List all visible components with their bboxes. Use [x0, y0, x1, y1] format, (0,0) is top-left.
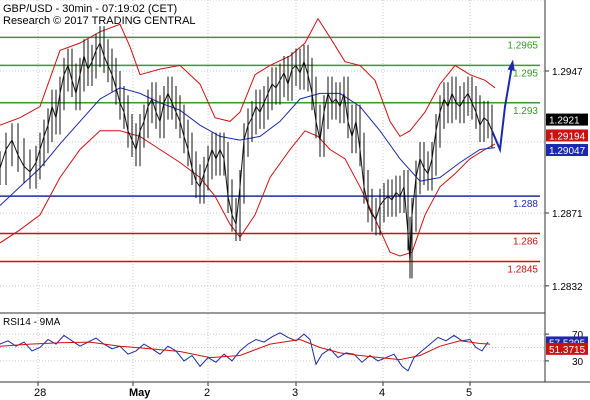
rsi-ma-line — [0, 338, 491, 361]
y-tick-label: 1.2947 — [552, 67, 583, 78]
x-tick-label: 28 — [34, 387, 46, 399]
rsi-axis-ticks: 70 30 — [545, 330, 584, 368]
time-axis-ticks: 28 May 2 3 4 5 — [34, 382, 472, 399]
price-tag-box — [546, 113, 588, 126]
rsi-tags: 57.539551.3715 — [546, 336, 588, 356]
x-tick-label: 5 — [466, 387, 472, 399]
x-tick-label: 2 — [204, 387, 210, 399]
x-tick-label: 3 — [292, 387, 298, 399]
x-tick-label: 4 — [379, 387, 385, 399]
price-line — [0, 41, 493, 262]
rsi-tag-label: 51.3715 — [549, 345, 586, 356]
bollinger-upper-band — [0, 17, 496, 138]
rsi-tick-label: 70 — [572, 330, 584, 341]
level-label: 1.295 — [513, 68, 538, 79]
bollinger-lower-band — [0, 130, 496, 257]
price-tag-box — [546, 129, 588, 142]
level-label: 1.293 — [513, 106, 538, 117]
right-axis-background — [545, 0, 590, 382]
price-tag-label: 1.29194 — [549, 131, 586, 142]
price-axis-ticks: 1.2947 1.2871 1.2832 — [545, 67, 583, 293]
price-tag-label: 1.2921 — [549, 116, 580, 127]
chart-title: GBP/USD - 30min - 07:19:02 (CET) — [3, 3, 177, 15]
price-tag-label: 1.29047 — [549, 146, 586, 157]
rsi-tick-label: 30 — [572, 357, 584, 368]
level-label: 1.288 — [513, 199, 538, 210]
forecast-arrow — [491, 65, 513, 154]
chart-copyright: Research © 2017 TRADING CENTRAL — [3, 15, 196, 27]
moving-average-line — [0, 87, 496, 206]
price-tags: 1.2921 1.29194 1.29047 — [546, 113, 588, 157]
y-tick-label: 1.2871 — [552, 209, 583, 220]
rsi-line — [0, 332, 489, 372]
level-label: 1.286 — [513, 237, 538, 248]
level-label: 1.2965 — [507, 40, 538, 51]
price-tag-box — [546, 144, 588, 157]
level-label: 1.2845 — [507, 265, 538, 276]
rsi-tag-box — [546, 342, 588, 355]
rsi-title: RSI14 - 9MA — [3, 317, 61, 328]
y-tick-label: 1.2832 — [552, 282, 583, 293]
x-tick-label: May — [129, 387, 151, 399]
forecast-arrow-head — [507, 59, 515, 71]
